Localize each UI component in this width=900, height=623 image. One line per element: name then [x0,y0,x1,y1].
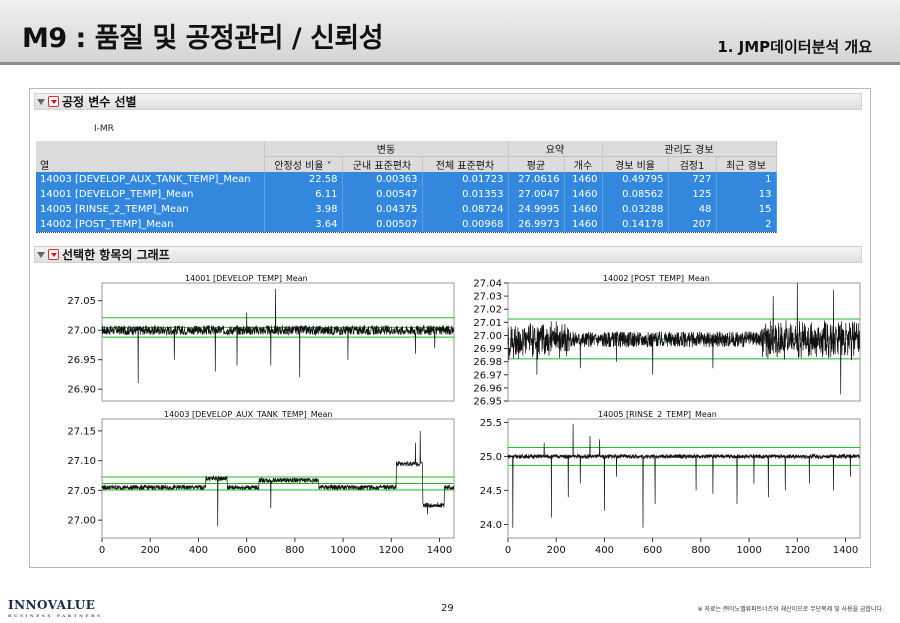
y-tick-label: 27.00 [473,331,502,342]
col-header-overall-sd[interactable]: 전체 표준편차 [422,156,509,172]
x-tick-label: 1400 [833,545,858,556]
x-tick-label: 0 [505,545,511,556]
y-tick-label: 27.05 [67,296,96,307]
y-tick-label: 27.05 [67,486,96,497]
col-header-count[interactable]: 개수 [564,156,603,172]
outline-header-process-vars[interactable]: 공정 변수 선별 [34,93,862,110]
table-row[interactable]: 14001 [DEVELOP_TEMP]_Mean 6.11 0.00547 0… [36,187,777,202]
x-tick-label: 1200 [785,545,810,556]
method-label: I-MR [94,124,114,134]
series-line [101,430,455,527]
group-header-alarms: 관리도 경보 [602,141,777,157]
chart-title: 14002 [POST_TEMP]_Mean [603,274,710,283]
jmp-report-window: 공정 변수 선별 I-MR 변동 요약 관리도 경보 열 안정성 비율 ˅ 군내… [29,88,871,568]
y-tick-label: 27.00 [67,326,96,337]
y-tick-label: 26.98 [473,357,502,368]
y-tick-label: 27.02 [473,305,502,316]
col-header-test1[interactable]: 검정1 [668,156,717,172]
y-tick-label: 27.04 [473,279,502,290]
series-line [507,423,861,528]
y-tick-label: 24.5 [480,486,502,497]
y-tick-label: 26.99 [473,344,502,355]
col-header-stability[interactable]: 안정성 비율 ˅ [264,156,343,172]
copyright-note: ※ 자료는 ㈜이노밸류파트너즈의 재산이므로 무단복제 및 사용을 금합니다. [697,606,884,613]
series-line [507,282,861,395]
y-tick-label: 27.10 [67,456,96,467]
chart-title: 14005 [RINSE_2_TEMP]_Mean [598,410,717,419]
x-tick-label: 600 [643,545,662,556]
y-tick-label: 27.03 [473,292,502,303]
table-row[interactable]: 14005 [RINSE_2_TEMP]_Mean 3.98 0.04375 0… [36,202,777,217]
y-tick-label: 24.0 [480,520,502,531]
y-tick-label: 26.96 [473,383,502,394]
slide-title: M9 : 품질 및 공정관리 / 신뢰성 [22,23,384,54]
chart-title: 14003 [DEVELOP_AUX_TANK_TEMP]_Mean [164,410,333,419]
section-title: 공정 변수 선별 [62,95,137,109]
y-tick-label: 26.90 [67,385,96,396]
x-tick-label: 600 [237,545,256,556]
table-row[interactable]: 14002 [POST_TEMP]_Mean 3.64 0.00507 0.00… [36,217,777,233]
col-header-within-sd[interactable]: 군내 표준편차 [342,156,423,172]
x-tick-label: 400 [189,545,208,556]
table-row[interactable]: 14003 [DEVELOP_AUX_TANK_TEMP]_Mean 22.58… [36,172,777,187]
chart-title: 14001 [DEVELOP_TEMP]_Mean [185,274,308,283]
group-header-summary: 요약 [508,141,603,157]
slide-subtitle: 1. JMP데이터분석 개요 [717,38,872,56]
y-tick-label: 26.95 [67,355,96,366]
red-triangle-menu-icon[interactable] [48,249,59,260]
disclosure-icon[interactable] [37,98,45,105]
chart-plot: 24.0 24.5 25.0 25.5 0 200 400 600 800 1000 1200 140… [480,418,861,556]
x-tick-label: 1000 [736,545,761,556]
x-tick-label: 400 [595,545,614,556]
chart-plot: 27.00 27.05 27.10 27.15 0 200 400 600 800 1000 120… [67,418,455,556]
x-tick-label: 200 [547,545,566,556]
x-tick-label: 0 [99,545,105,556]
col-header-mean[interactable]: 평균 [508,156,565,172]
section-title: 선택한 항목의 그래프 [62,248,170,262]
y-tick-label: 25.5 [480,418,502,429]
plot-frame [101,282,455,402]
blank-header [36,141,265,157]
y-tick-label: 26.97 [473,370,502,381]
x-tick-label: 800 [285,545,304,556]
y-tick-label: 26.95 [473,397,502,408]
series-line [101,288,455,384]
header-rule [0,62,900,65]
slide-header: M9 : 품질 및 공정관리 / 신뢰성 1. JMP데이터분석 개요 [0,0,900,65]
y-tick-label: 27.00 [67,516,96,527]
col-header-alarm-rate[interactable]: 경보 비율 [602,156,669,172]
company-logo: INNOVALUE BUSINESS PARTNERS [8,598,103,618]
x-tick-label: 1200 [379,545,404,556]
disclosure-icon[interactable] [37,251,45,258]
page-number: 29 [441,603,454,614]
x-tick-label: 1400 [427,545,452,556]
chart-plot: 26.95 26.96 26.97 26.98 26.99 27.00 27.01 27.02… [473,279,861,408]
process-variables-table: 변동 요약 관리도 경보 열 안정성 비율 ˅ 군내 표준편차 전체 표준편차 … [36,141,777,233]
col-header-latest-alarm[interactable]: 최근 경보 [716,156,777,172]
x-tick-label: 200 [141,545,160,556]
red-triangle-menu-icon[interactable] [48,96,59,107]
y-tick-label: 25.0 [480,452,502,463]
outline-header-graphs[interactable]: 선택한 항목의 그래프 [34,246,862,263]
y-tick-label: 27.15 [67,426,96,437]
x-tick-label: 800 [691,545,710,556]
chart-plot: 26.90 26.95 27.00 27.05 [67,282,455,402]
group-header-variation: 변동 [264,141,509,157]
x-tick-label: 1000 [330,545,355,556]
col-header-name[interactable]: 열 [36,156,265,172]
y-tick-label: 27.01 [473,318,502,329]
plot-frame [507,418,861,539]
